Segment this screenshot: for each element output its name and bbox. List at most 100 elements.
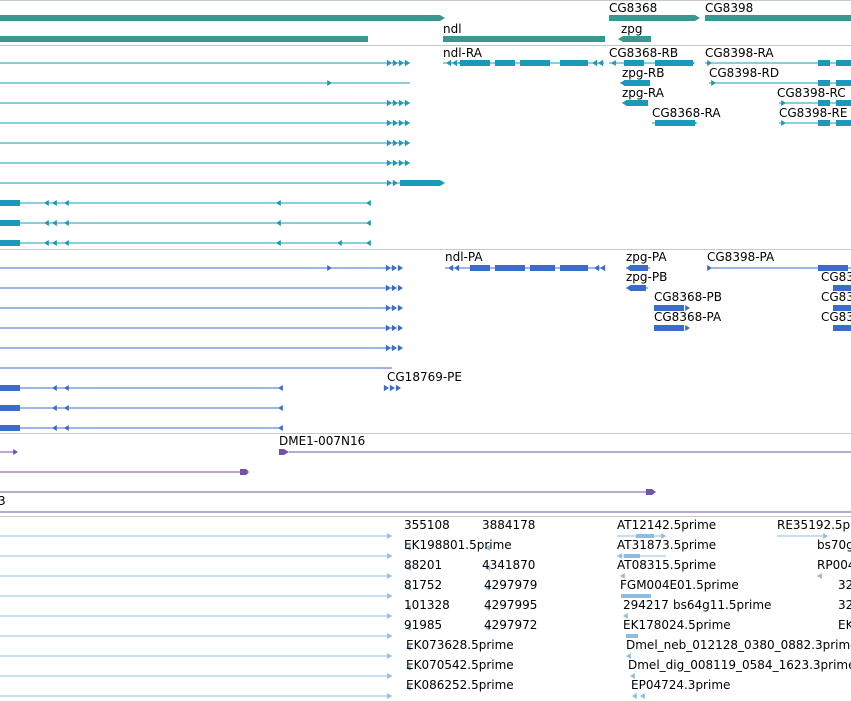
est-label[interactable]: AT12142.5prime: [617, 518, 717, 532]
feature-exon[interactable]: [630, 265, 648, 271]
feature-exon[interactable]: [818, 60, 830, 66]
transcript-label[interactable]: zpg-RB: [622, 66, 665, 80]
protein-label[interactable]: CG83: [821, 270, 851, 284]
gene-bar[interactable]: [0, 36, 368, 42]
est-label[interactable]: bs64g11.5prime: [673, 598, 772, 612]
transcript-label[interactable]: CG8398-RE: [779, 106, 848, 120]
feature-exon[interactable]: [560, 60, 588, 66]
est-label[interactable]: RP004: [817, 558, 851, 572]
est-label[interactable]: EK086252.5prime: [406, 678, 514, 692]
feature-exon[interactable]: [654, 325, 684, 331]
est-label[interactable]: EK073628.5prime: [406, 638, 514, 652]
gene-label[interactable]: CG8368: [609, 1, 658, 15]
protein-label[interactable]: CG83: [821, 310, 851, 324]
feature-exon[interactable]: [836, 120, 851, 126]
feature-exon[interactable]: [495, 265, 525, 271]
protein-label[interactable]: zpg-PB: [626, 270, 668, 284]
est-label[interactable]: 91985: [404, 618, 443, 632]
feature-exon[interactable]: [818, 265, 848, 271]
feature-exon[interactable]: [624, 60, 644, 66]
est-label[interactable]: EK198801.5prime: [404, 538, 512, 552]
clone-label[interactable]: DME1-007N16: [279, 434, 366, 448]
est-label[interactable]: AT31873.5prime: [617, 538, 717, 552]
transcript-label[interactable]: CG8368-RA: [652, 106, 721, 120]
feature-exon[interactable]: [836, 60, 851, 66]
feature-exon[interactable]: [0, 385, 20, 391]
clone-end-marker[interactable]: [279, 449, 289, 455]
est-label[interactable]: bs70g: [817, 538, 851, 552]
est-label[interactable]: 4297995: [484, 598, 538, 612]
gene-label[interactable]: CG8398: [705, 1, 754, 15]
feature-exon[interactable]: [836, 100, 851, 106]
est-label[interactable]: FGM004E01.5prime: [620, 578, 739, 592]
feature-exon[interactable]: [655, 60, 693, 66]
feature-exon[interactable]: [836, 80, 851, 86]
feature-exon[interactable]: [833, 285, 851, 291]
feature-exon[interactable]: [530, 265, 555, 271]
feature-exon[interactable]: [0, 200, 20, 206]
gene-bar[interactable]: [0, 15, 440, 21]
protein-label[interactable]: ndl-PA: [445, 250, 483, 264]
feature-exon[interactable]: [624, 80, 650, 86]
protein-label[interactable]: zpg-PA: [626, 250, 667, 264]
est-label[interactable]: Dmel_dig_008119_0584_1623.3prime: [628, 658, 851, 672]
gene-bar[interactable]: [443, 36, 605, 42]
feature-exon[interactable]: [818, 80, 830, 86]
clone-end-marker[interactable]: [240, 469, 249, 475]
est-label[interactable]: EP04724.3prime: [631, 678, 731, 692]
feature-exon[interactable]: [833, 305, 851, 311]
est-label[interactable]: Dmel_neb_012128_0380_0882.3prime: [626, 638, 851, 652]
protein-label[interactable]: CG83: [821, 290, 851, 304]
feature-exon[interactable]: [0, 220, 20, 226]
est-label[interactable]: 4297972: [484, 618, 538, 632]
protein-label[interactable]: CG8398-PA: [707, 250, 775, 264]
est-label[interactable]: 81752: [404, 578, 443, 592]
est-label[interactable]: EK178024.5prime: [623, 618, 731, 632]
est-label[interactable]: 88201: [404, 558, 443, 572]
est-label[interactable]: 3884178: [482, 518, 536, 532]
feature-exon[interactable]: [818, 100, 830, 106]
est-label[interactable]: EK: [838, 618, 851, 632]
est-label[interactable]: AT08315.5prime: [617, 558, 717, 572]
feature-exon[interactable]: [626, 100, 648, 106]
est-label[interactable]: 355108: [404, 518, 450, 532]
est-label[interactable]: 294217: [623, 598, 669, 612]
est-label[interactable]: 4341870: [482, 558, 536, 572]
est-label[interactable]: 32: [838, 578, 851, 592]
feature-exon[interactable]: [520, 60, 550, 66]
feature-exon[interactable]: [833, 325, 851, 331]
transcript-label[interactable]: CG8398-RD: [709, 66, 780, 80]
protein-label[interactable]: CG18769-PE: [387, 370, 462, 384]
est-label[interactable]: RE35192.5prime: [777, 518, 851, 532]
feature-exon[interactable]: [400, 180, 440, 186]
est-label[interactable]: 101328: [404, 598, 450, 612]
feature-exon[interactable]: [626, 634, 638, 638]
feature-exon[interactable]: [0, 425, 20, 431]
feature-exon[interactable]: [621, 594, 651, 598]
feature-exon[interactable]: [0, 405, 20, 411]
feature-exon[interactable]: [495, 60, 515, 66]
est-label[interactable]: 4297979: [484, 578, 538, 592]
est-label[interactable]: 32: [838, 598, 851, 612]
protein-label[interactable]: CG8368-PB: [654, 290, 723, 304]
transcript-label[interactable]: ndl-RA: [443, 46, 482, 60]
feature-exon[interactable]: [630, 285, 646, 291]
gene-label[interactable]: zpg: [621, 22, 643, 36]
feature-exon[interactable]: [460, 60, 490, 66]
feature-exon[interactable]: [0, 240, 20, 246]
feature-exon[interactable]: [470, 265, 490, 271]
feature-exon[interactable]: [654, 305, 684, 311]
transcript-label[interactable]: zpg-RA: [622, 86, 664, 100]
est-label[interactable]: EK070542.5prime: [406, 658, 514, 672]
clone-label[interactable]: 3: [0, 494, 6, 508]
feature-exon[interactable]: [560, 265, 588, 271]
gene-label[interactable]: ndl: [443, 22, 462, 36]
transcript-label[interactable]: CG8398-RC: [777, 86, 846, 100]
gene-bar[interactable]: [609, 15, 695, 21]
feature-exon[interactable]: [624, 554, 640, 558]
gene-bar[interactable]: [623, 36, 651, 42]
gene-bar[interactable]: [705, 15, 851, 21]
feature-exon[interactable]: [818, 120, 830, 126]
transcript-label[interactable]: CG8368-RB: [609, 46, 679, 60]
protein-label[interactable]: CG8368-PA: [654, 310, 722, 324]
